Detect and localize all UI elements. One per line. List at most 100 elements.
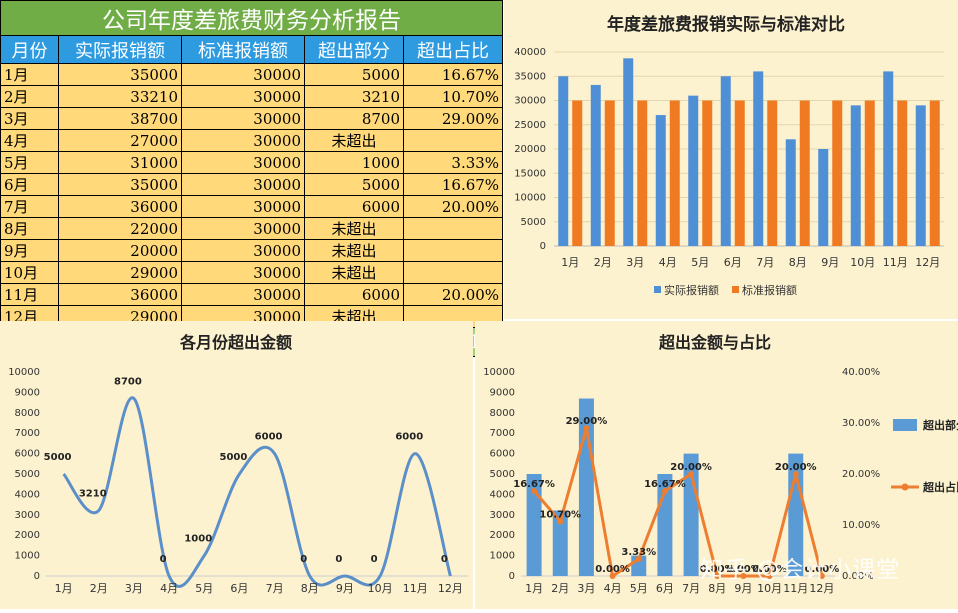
y-tick-label: 2000 [15, 530, 40, 541]
data-label: 0 [335, 554, 342, 565]
x-tick-label: 6月 [656, 582, 674, 595]
table-cell: 38700 [58, 107, 182, 130]
line-chart-panel: 各月份超出金额 0 1000 2000 3000 4000 5000 6000 7000 8000… [0, 321, 473, 609]
bar-excess [552, 510, 568, 576]
y-tick-label: 40000 [514, 47, 546, 58]
table-cell: 未超出 [304, 261, 404, 284]
y2-tick-label: 0.00% [842, 571, 874, 582]
x-tick-label: 5月 [691, 256, 709, 269]
data-label: 8700 [114, 377, 142, 388]
x-tick-label: 3月 [125, 582, 143, 595]
x-tick-label: 11月 [883, 256, 908, 269]
table-cell: 6000 [304, 283, 404, 306]
bar-actual [818, 149, 829, 246]
data-label: 16.67% [513, 479, 555, 490]
bar-actual [590, 84, 601, 246]
y2-tick-label: 40.00% [842, 367, 880, 378]
table-cell: 16.67% [402, 173, 504, 196]
data-label: 10.70% [539, 509, 581, 520]
data-label: 1000 [184, 534, 212, 545]
table-row: 7月 36000 30000 6000 20.00% [0, 195, 504, 218]
table-cell: 1000 [304, 151, 404, 174]
table-cell: 30000 [181, 63, 305, 86]
y-tick-label: 4000 [490, 489, 515, 500]
bar-actual [655, 115, 666, 246]
x-tick-label: 9月 [821, 256, 839, 269]
bar-excess [526, 474, 542, 576]
watermark: 知乎 @会计小课堂 [700, 557, 901, 583]
table-row: 11月 36000 30000 6000 20.00% [0, 283, 504, 306]
bar-standard [897, 100, 908, 246]
table-cell: 20.00% [402, 195, 504, 218]
table-row: 2月 33210 30000 3210 10.70% [0, 85, 504, 108]
data-label: 6000 [395, 432, 423, 443]
table-cell: 未超出 [304, 217, 404, 240]
y-tick-label: 10000 [483, 367, 515, 378]
bar-standard [702, 100, 713, 246]
table-cell: 10.70% [402, 85, 504, 108]
table-row: 4月 27000 30000 未超出 [0, 129, 504, 152]
legend-swatch [893, 419, 917, 431]
column-header: 实际报销额 [58, 35, 182, 64]
data-label: 16.67% [644, 479, 686, 490]
x-tick-label: 10月 [757, 582, 782, 595]
y-tick-label: 7000 [490, 428, 515, 439]
table-cell: 未超出 [304, 129, 404, 152]
data-label: 0.00% [595, 564, 630, 575]
y-tick-label: 5000 [490, 469, 515, 480]
table-cell: 未超出 [304, 239, 404, 262]
x-tick-label: 5月 [195, 582, 213, 595]
table-cell: 3月 [0, 107, 59, 130]
bar-standard [767, 100, 778, 246]
table-cell: 30000 [181, 107, 305, 130]
bar-standard [572, 100, 583, 246]
table-cell: 20000 [58, 239, 182, 262]
y-tick-label: 9000 [15, 387, 40, 398]
bar-actual [883, 71, 894, 247]
y-tick-label: 0 [509, 571, 515, 582]
y-tick-label: 5000 [521, 217, 546, 228]
ratio-line [532, 427, 824, 579]
table-cell [402, 217, 504, 240]
x-tick-label: 2月 [594, 256, 612, 269]
data-label: 29.00% [566, 416, 608, 427]
bar-standard [637, 100, 648, 246]
data-label: 0 [371, 554, 378, 565]
ratio-point [818, 573, 825, 579]
column-header: 超出部分 [304, 35, 404, 64]
y-tick-label: 20000 [514, 144, 546, 155]
ratio-point [688, 471, 695, 477]
legend-label: 标准报销额 [742, 283, 797, 297]
y-tick-label: 0 [34, 571, 40, 582]
x-tick-label: 4月 [659, 256, 677, 269]
bar-chart-panel: 年度差旅费报销实际与标准对比 0 5000 10000 15000 20000 25000 3… [504, 0, 958, 319]
x-tick-label: 8月 [301, 582, 319, 595]
table-cell: 20.00% [402, 283, 504, 306]
y-tick-label: 0 [540, 241, 546, 252]
table-cell: 35000 [58, 173, 182, 196]
y-tick-label: 35000 [514, 71, 546, 82]
table-cell: 30000 [181, 217, 305, 240]
data-label: 0.00% [726, 564, 761, 575]
y-tick-label: 10000 [8, 367, 40, 378]
x-tick-label: 4月 [160, 582, 178, 595]
finance-table: 公司年度差旅费财务分析报告 月份 实际报销额 标准报销额 超出部分 超出占比 1月 350… [0, 0, 504, 357]
x-tick-label: 3月 [577, 582, 595, 595]
legend-swatch [732, 286, 739, 293]
table-cell: 29.00% [402, 107, 504, 130]
x-tick-label: 8月 [789, 256, 807, 269]
ratio-point [740, 573, 747, 579]
ratio-point [635, 556, 642, 563]
data-label: 3210 [79, 489, 107, 500]
table-cell [402, 261, 504, 284]
legend-label: 超出部分 [922, 418, 958, 432]
x-tick-label: 1月 [561, 256, 579, 269]
x-tick-label: 2月 [551, 582, 569, 595]
table-cell: 36000 [58, 283, 182, 306]
table-row: 1月 35000 30000 5000 16.67% [0, 63, 504, 86]
x-tick-label: 6月 [724, 256, 742, 269]
y-tick-label: 5000 [15, 469, 40, 480]
ratio-point [557, 518, 564, 525]
x-tick-label: 4月 [604, 582, 622, 595]
data-label: 0.00% [700, 564, 735, 575]
